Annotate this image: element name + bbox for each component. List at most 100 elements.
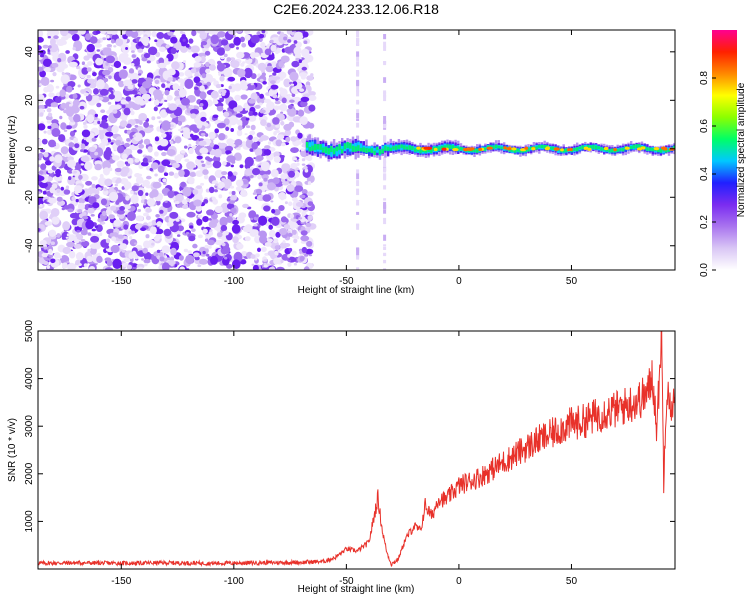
noise-speck [212, 198, 218, 205]
noise-speck [280, 259, 284, 264]
noise-speck [140, 199, 145, 204]
band-core [638, 144, 641, 149]
noise-streak [383, 90, 387, 94]
band-core [440, 145, 444, 150]
snr-series [38, 331, 675, 568]
noise-speck [230, 194, 237, 201]
x-tick-label: 0 [456, 276, 462, 287]
noise-speck [276, 134, 285, 140]
noise-speck [118, 80, 125, 88]
noise-speck [175, 219, 180, 222]
noise-speck [207, 157, 214, 162]
noise-speck [270, 200, 274, 203]
noise-speck [143, 259, 151, 264]
noise-speck [119, 120, 128, 127]
noise-speck [71, 33, 80, 42]
band-peak [624, 146, 630, 150]
noise-speck [102, 37, 107, 41]
band-core [395, 145, 398, 151]
noise-streak [356, 71, 360, 77]
x-tick-label: -150 [111, 576, 131, 587]
noise-streak [356, 86, 360, 93]
noise-speck [73, 170, 77, 174]
noise-speck [50, 258, 56, 264]
noise-speck [44, 221, 53, 226]
band-core [562, 149, 565, 153]
noise-speck [216, 122, 226, 129]
noise-speck [95, 58, 104, 66]
noise-speck [246, 125, 251, 129]
noise-speck [94, 43, 102, 48]
noise-speck [230, 164, 234, 168]
noise-speck [38, 228, 41, 232]
noise-speck [138, 73, 142, 76]
noise-speck [288, 170, 295, 178]
noise-speck [302, 31, 309, 38]
noise-speck [296, 159, 300, 162]
noise-speck [105, 62, 109, 66]
noise-speck [114, 183, 119, 187]
noise-speck [278, 192, 287, 200]
noise-speck [266, 101, 275, 111]
noise-speck [199, 106, 203, 111]
noise-speck [156, 32, 165, 39]
noise-speck [158, 46, 166, 53]
noise-speck [165, 44, 170, 49]
x-tick-label: -100 [224, 576, 244, 587]
band-core [373, 147, 376, 154]
noise-speck [291, 93, 296, 97]
noise-speck [206, 81, 212, 87]
noise-streak [383, 209, 387, 214]
noise-streak [383, 173, 387, 181]
noise-speck [173, 172, 179, 179]
noise-speck [301, 143, 307, 148]
noise-speck [44, 160, 52, 166]
noise-speck [250, 254, 256, 259]
noise-speck [244, 236, 251, 242]
noise-speck [216, 47, 225, 56]
noise-speck [104, 178, 113, 187]
noise-speck [192, 243, 198, 249]
noise-speck [204, 238, 209, 242]
noise-speck [283, 36, 288, 41]
noise-speck [255, 155, 264, 161]
noise-speck [51, 128, 61, 137]
band-core [449, 145, 452, 150]
noise-speck [156, 221, 163, 227]
noise-speck [38, 61, 41, 65]
noise-speck [163, 172, 169, 176]
band-core [578, 146, 582, 150]
noise-speck [51, 30, 60, 36]
noise-speck [272, 72, 277, 76]
noise-speck [214, 205, 223, 214]
band-core [611, 148, 614, 153]
noise-speck [49, 156, 55, 162]
noise-speck [96, 255, 103, 263]
noise-speck [167, 190, 175, 199]
noise-speck [193, 76, 201, 84]
noise-speck [251, 263, 255, 266]
noise-speck [69, 103, 73, 107]
noise-speck [137, 266, 144, 270]
noise-speck [101, 210, 107, 216]
noise-speck [69, 250, 76, 259]
noise-streak [356, 267, 360, 270]
band-core [424, 149, 428, 153]
band-core [381, 148, 384, 154]
noise-speck [90, 214, 95, 217]
noise-speck [193, 62, 202, 68]
noise-speck [235, 113, 243, 118]
band-core [589, 145, 592, 149]
noise-speck [143, 251, 152, 261]
y-tick-label: 40 [24, 46, 35, 58]
band-core [473, 148, 476, 153]
noise-speck [121, 166, 130, 174]
noise-speck [289, 99, 295, 103]
noise-speck [269, 39, 274, 44]
x-tick-label: -50 [339, 276, 354, 287]
noise-speck [103, 77, 109, 83]
noise-speck [252, 264, 259, 270]
noise-speck [258, 215, 268, 226]
band-core [432, 146, 436, 151]
noise-speck [287, 108, 297, 117]
